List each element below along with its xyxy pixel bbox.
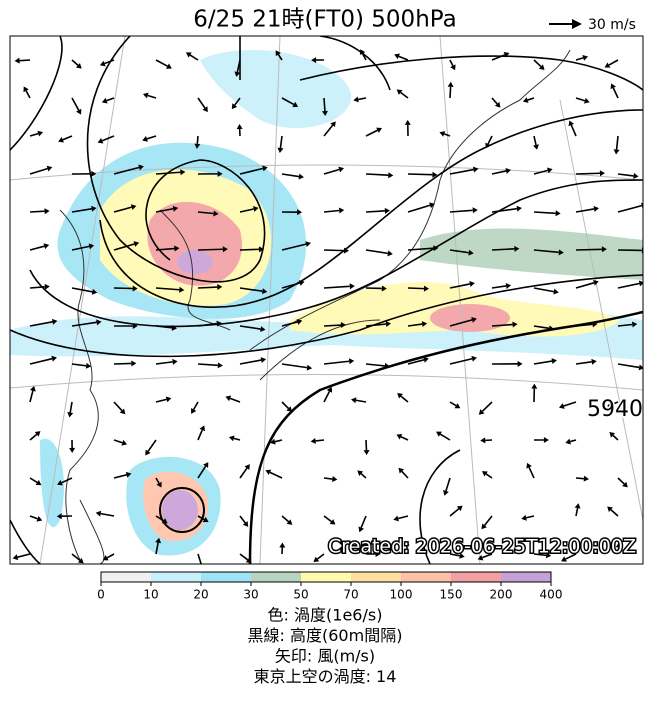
wind-arrow-shaft bbox=[197, 136, 198, 144]
wind-arrow-shaft bbox=[324, 325, 341, 326]
created-stamp: Created: 2026-06-25T12:00:00Z bbox=[328, 536, 636, 558]
colorbar-tick-label: 0 bbox=[97, 588, 105, 602]
wind-arrow-shaft bbox=[316, 440, 324, 441]
colorbar-tick-label: 50 bbox=[293, 588, 308, 602]
colorbar-segment bbox=[151, 572, 201, 582]
colorbar-segment bbox=[201, 572, 251, 582]
caption: 色: 渦度(1e6/s)黒線: 高度(60m間隔) 矢印: 風(m/s)東京上空の… bbox=[248, 606, 403, 687]
colorbar-tick-label: 10 bbox=[143, 588, 158, 602]
colorbar-segment bbox=[451, 572, 501, 582]
wind-arrow-shaft bbox=[408, 288, 424, 289]
colorbar-segment bbox=[251, 572, 301, 582]
colorbar-segment bbox=[501, 572, 551, 582]
colorbar-segment bbox=[351, 572, 401, 582]
wind-arrow-shaft bbox=[240, 249, 259, 250]
wind-arrow-head bbox=[199, 564, 205, 570]
wind-arrow-shaft bbox=[450, 87, 451, 98]
colorbar-tick-label: 70 bbox=[343, 588, 358, 602]
wind-arrow-shaft bbox=[324, 478, 332, 479]
colorbar-tick-label: 200 bbox=[490, 588, 513, 602]
wind-arrow-shaft bbox=[576, 173, 600, 174]
wind-arrow-shaft bbox=[198, 287, 217, 288]
caption-line: 黒線: 高度(60m間隔) bbox=[248, 626, 403, 645]
wind-arrow-shaft bbox=[198, 249, 223, 250]
scale-label: 30 m/s bbox=[588, 17, 636, 33]
colorbar: 0 10 20 30 50 70 100 150 200 400 bbox=[97, 572, 562, 602]
colorbar-tick-label: 150 bbox=[440, 588, 463, 602]
colorbar-tick-label: 400 bbox=[540, 588, 563, 602]
colorbar-tick-label: 20 bbox=[193, 588, 208, 602]
wind-arrow-shaft bbox=[20, 60, 30, 61]
scale-arrow-head bbox=[572, 19, 582, 29]
colorbar-tick-label: 30 bbox=[243, 588, 258, 602]
caption-line: 矢印: 風(m/s) bbox=[275, 647, 375, 666]
caption-line: 東京上空の渦度: 14 bbox=[254, 667, 397, 686]
map: 5940 Created: 2026-06-25T12:00:00Z bbox=[10, 36, 647, 570]
wind-arrow-shaft bbox=[114, 363, 131, 364]
colorbar-tick-label: 100 bbox=[390, 588, 413, 602]
colorbar-segment bbox=[101, 572, 151, 582]
wind-arrow-shaft bbox=[408, 174, 432, 175]
caption-line: 色: 渦度(1e6/s) bbox=[268, 606, 383, 625]
wind-arrow-shaft bbox=[324, 98, 325, 111]
contour-label: 5940 bbox=[587, 397, 643, 422]
wind-arrow-shaft bbox=[30, 211, 45, 212]
title: 6/25 21時(FT0) 500hPa bbox=[193, 7, 456, 33]
wind-arrow-shaft bbox=[576, 478, 584, 479]
colorbar-segment bbox=[401, 572, 451, 582]
colorbar-segment bbox=[301, 572, 351, 582]
wind-arrow-shaft bbox=[576, 249, 602, 250]
wind-arrow-shaft bbox=[324, 250, 344, 251]
